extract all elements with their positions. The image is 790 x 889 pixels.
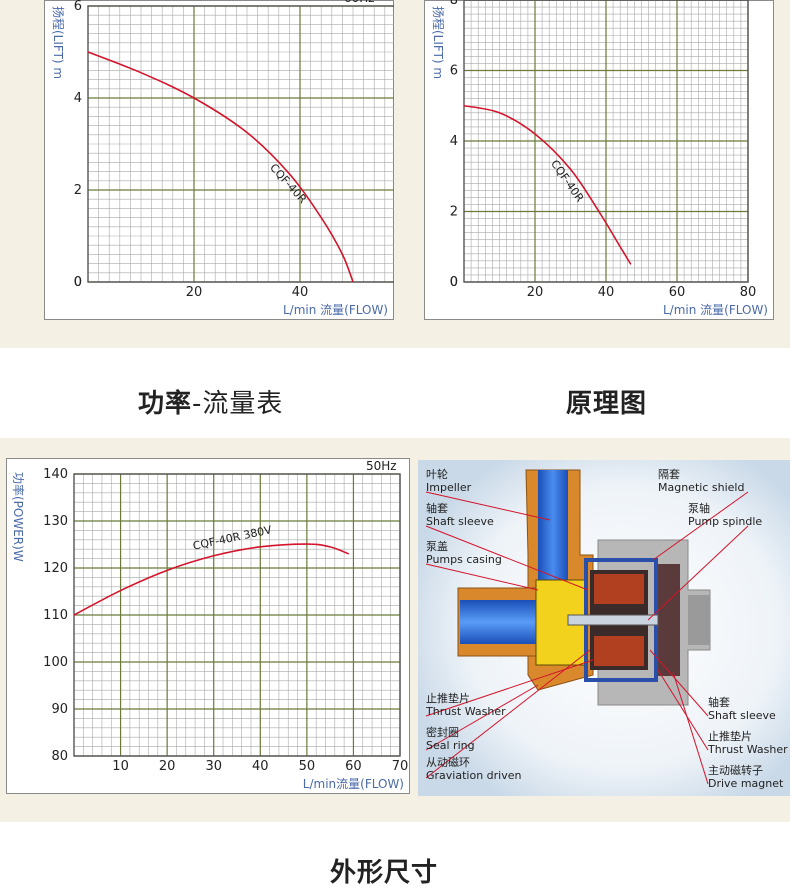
lift-chart-60hz: 20406002460L/min 流量(FLOW)扬程(LIFT) m60HzC…: [44, 0, 394, 320]
x-tick-label: 40: [598, 285, 615, 300]
label-shaft-sleeve-en: Shaft sleeve: [426, 515, 494, 528]
x-tick-label: 60: [669, 285, 686, 300]
label-shaft-sleeve-r-zh: 轴套: [708, 695, 730, 709]
label-casing-en: Pumps casing: [426, 553, 502, 566]
series-line: [73, 543, 350, 616]
chart-frame: [44, 0, 394, 320]
label-seal-ring-zh: 密封圈: [426, 725, 459, 739]
y-tick-label: 8: [450, 0, 458, 8]
label-impeller-zh: 叶轮: [426, 467, 448, 481]
y-tick-label: 0: [450, 275, 458, 290]
diagram-left-labels: 叶轮 Impeller 轴套 Shaft sleeve 泵盖 Pumps cas…: [425, 467, 521, 782]
plot-border: [87, 5, 394, 283]
x-tick-label: 20: [186, 285, 203, 300]
label-seal-ring-en: Seal ring: [426, 739, 475, 752]
x-axis-label: L/min 流量(FLOW): [663, 303, 768, 317]
y-tick-label: 100: [43, 655, 68, 670]
label-casing-zh: 泵盖: [426, 539, 448, 553]
label-thrust-washer-r-en: Thrust Washer: [707, 743, 788, 756]
power-flow-heading: 功率-流量表: [138, 389, 284, 419]
x-tick-label: 40: [252, 759, 269, 774]
inlet-flow: [460, 600, 536, 644]
series-line: [463, 104, 632, 265]
magnet-coil-bottom: [594, 636, 644, 666]
y-axis-label: 功率(POWER)W: [11, 472, 26, 562]
major-grid: [464, 0, 749, 283]
x-tick-label: 20: [159, 759, 176, 774]
y-tick-label: 2: [450, 205, 458, 220]
y-tick-label: 90: [51, 702, 68, 717]
x-tick-label: 20: [527, 285, 544, 300]
chart-frame: [6, 458, 410, 794]
x-axis-label: L/min流量(FLOW): [303, 777, 404, 791]
label-spindle-zh: 泵轴: [688, 501, 710, 515]
x-tick-label: 70: [392, 759, 409, 774]
x-tick-label: 30: [205, 759, 222, 774]
drive-magnet: [658, 564, 680, 676]
label-thrust-washer-en: Thrust Washer: [425, 705, 506, 718]
x-tick-label: 80: [740, 285, 757, 300]
label-impeller-en: Impeller: [426, 481, 472, 494]
x-axis-label: L/min 流量(FLOW): [283, 303, 388, 317]
hz-label: 60Hz: [344, 0, 375, 5]
y-axis-label: 扬程(LIFT) m: [431, 6, 446, 79]
label-shield-en: Magnetic shield: [658, 481, 744, 494]
y-tick-label-zero: 0: [74, 275, 82, 290]
x-tick-label: 50: [299, 759, 316, 774]
x-tick-label: 60: [345, 759, 362, 774]
diagram-right-labels: 隔套 Magnetic shield 泵轴 Pump spindle 轴套 Sh…: [658, 468, 788, 790]
label-drive-magnet-zh: 主动磁转子: [708, 763, 763, 777]
label-drive-magnet-en: Drive magnet: [708, 777, 784, 790]
series-line: [87, 51, 354, 283]
y-tick-label: 110: [43, 608, 68, 623]
y-tick-label: 6: [450, 64, 458, 79]
label-thrust-washer-r-zh: 止推垫片: [708, 729, 752, 743]
leader-lines: [425, 491, 749, 785]
y-tick-label: 120: [43, 561, 68, 576]
label-shaft-sleeve-r-en: Shaft sleeve: [708, 709, 776, 722]
x-tick-label: 10: [112, 759, 129, 774]
y-tick-label-zero: 0: [450, 275, 458, 290]
minor-grid: [87, 5, 394, 283]
y-tick-label: 80: [51, 749, 68, 764]
outlet-flow: [538, 470, 568, 590]
label-shaft-sleeve-zh: 轴套: [426, 501, 448, 515]
pump-principle-diagram: 叶轮 Impeller 轴套 Shaft sleeve 泵盖 Pumps cas…: [418, 460, 790, 796]
y-tick-label: 130: [43, 514, 68, 529]
label-spindle-en: Pump spindle: [688, 515, 762, 528]
x-tick-label: 40: [292, 285, 309, 300]
label-thrust-washer-zh: 止推垫片: [426, 691, 470, 705]
y-tick-label: 4: [74, 91, 82, 106]
plot-border: [463, 0, 749, 283]
y-tick-label: 4: [450, 134, 458, 149]
label-driven-zh: 从动磁环: [426, 756, 470, 769]
y-tick-label: 140: [43, 467, 68, 482]
label-driven-en: Graviation driven: [426, 769, 521, 782]
magnet-coil-top: [594, 574, 644, 604]
pump-spindle: [567, 614, 659, 626]
power-flow-chart: 10 20 30 40 50 60 70 80 90 100 110 120 130 140 L/min流量…: [6, 458, 410, 794]
y-tick-label: 2: [74, 183, 82, 198]
dimensions-heading: 外形尺寸: [330, 858, 439, 888]
rear-cap: [688, 595, 710, 645]
y-tick-label: 0: [74, 275, 82, 290]
principle-heading: 原理图: [566, 389, 648, 419]
label-shield-zh: 隔套: [658, 468, 680, 481]
hz-label: 50Hz: [366, 459, 397, 473]
y-axis-label: 扬程(LIFT) m: [51, 6, 66, 79]
y-tick-label: 6: [74, 0, 82, 14]
